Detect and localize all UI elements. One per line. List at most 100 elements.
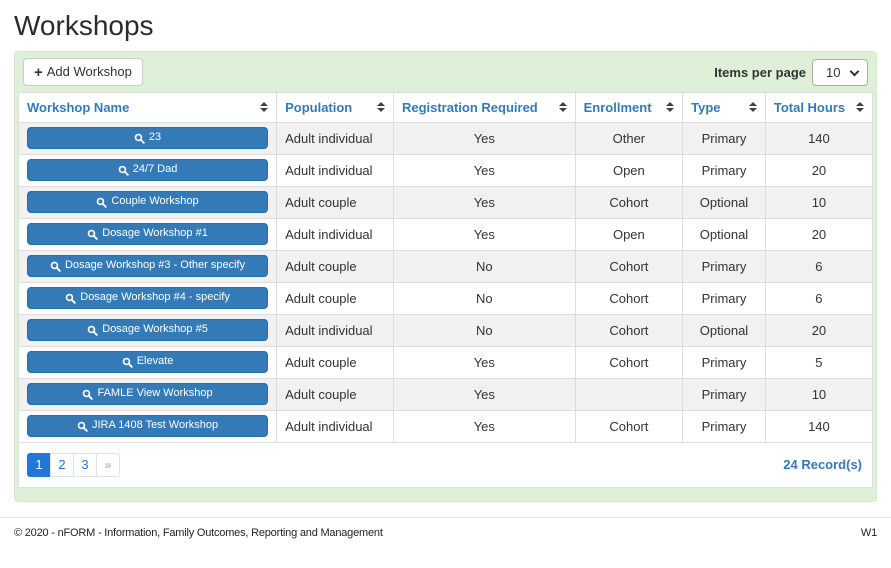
table-row: 23 Adult individual Yes Other Primary 14…: [19, 122, 872, 155]
workshop-open-button[interactable]: FAMLE View Workshop: [27, 383, 269, 406]
total-hours-cell: 20: [765, 218, 872, 251]
enrollment-cell: Cohort: [575, 186, 684, 219]
table-row: JIRA 1408 Test Workshop Adult individual…: [19, 410, 872, 443]
workshop-name-cell: Dosage Workshop #1: [19, 218, 278, 251]
registration-required-cell: Yes: [393, 346, 576, 379]
workshop-name-label: FAMLE View Workshop: [97, 387, 213, 400]
items-per-page-group: Items per page 10: [714, 58, 868, 86]
table-row: Dosage Workshop #1 Adult individual Yes …: [19, 218, 872, 251]
total-hours-cell: 20: [765, 154, 872, 187]
workshop-name-label: Dosage Workshop #5: [102, 323, 208, 336]
copyright-text: © 2020 - nFORM - Information, Family Out…: [14, 526, 383, 539]
workshop-open-button[interactable]: 23: [27, 127, 269, 150]
chevron-down-icon: [849, 66, 860, 77]
registration-required-cell: Yes: [393, 378, 576, 411]
page-footer: © 2020 - nFORM - Information, Family Out…: [0, 516, 891, 539]
pagination-next-button[interactable]: »: [96, 452, 120, 477]
pagination-page-button[interactable]: 3: [73, 452, 97, 477]
total-hours-cell: 140: [765, 410, 872, 443]
add-workshop-label: Add Workshop: [46, 64, 132, 79]
population-cell: Adult couple: [276, 378, 394, 411]
total-hours-cell: 20: [765, 314, 872, 347]
type-cell: Primary: [682, 410, 766, 443]
workshop-name-label: Dosage Workshop #3 - Other specify: [64, 259, 246, 272]
table-row: Elevate Adult couple Yes Cohort Primary …: [19, 346, 872, 379]
search-icon: [134, 133, 145, 144]
panel-toolbar: + Add Workshop Items per page 10: [18, 52, 873, 92]
workshop-name-label: 24/7 Dad: [132, 163, 178, 176]
pagination: 1 2 3»: [27, 452, 120, 477]
sort-up-down-icon: [376, 102, 385, 113]
enrollment-cell: Cohort: [575, 250, 684, 283]
enrollment-cell: Cohort: [575, 410, 684, 443]
workshops-panel: + Add Workshop Items per page 10 Worksho…: [14, 51, 877, 502]
workshop-open-button[interactable]: 24/7 Dad: [27, 159, 269, 182]
type-cell: Primary: [682, 378, 766, 411]
workshop-name-label: Dosage Workshop #1: [102, 227, 208, 240]
enrollment-cell: Cohort: [575, 346, 684, 379]
workshop-name-cell: Couple Workshop: [19, 186, 278, 219]
workshop-name-label: JIRA 1408 Test Workshop: [91, 419, 219, 432]
type-cell: Primary: [682, 250, 766, 283]
column-header-workshop-name[interactable]: Workshop Name: [19, 93, 278, 123]
table-row: Dosage Workshop #3 - Other specify Adult…: [19, 250, 872, 283]
total-hours-cell: 5: [765, 346, 872, 379]
registration-required-cell: Yes: [393, 218, 576, 251]
column-header-type[interactable]: Type: [682, 93, 766, 123]
enrollment-cell: Cohort: [575, 314, 684, 347]
population-cell: Adult couple: [276, 250, 394, 283]
population-cell: Adult couple: [276, 282, 394, 315]
workshop-name-cell: Dosage Workshop #5: [19, 314, 278, 347]
items-per-page-value: 10: [826, 64, 841, 80]
workshop-open-button[interactable]: Dosage Workshop #3 - Other specify: [27, 255, 269, 278]
workshop-open-button[interactable]: Elevate: [27, 351, 269, 374]
column-label: Total Hours: [773, 99, 846, 115]
search-icon: [96, 197, 108, 208]
workshop-open-button[interactable]: Dosage Workshop #5: [27, 319, 269, 342]
population-cell: Adult individual: [276, 154, 394, 187]
workshop-name-cell: FAMLE View Workshop: [19, 378, 278, 411]
table-row: Couple Workshop Adult couple Yes Cohort …: [19, 186, 872, 219]
column-label: Registration Required: [401, 99, 538, 115]
population-cell: Adult couple: [276, 346, 394, 379]
sort-up-down-icon: [856, 102, 864, 113]
search-icon: [87, 229, 98, 240]
workshop-open-button[interactable]: Dosage Workshop #4 - specify: [27, 287, 269, 310]
enrollment-cell: Open: [575, 218, 684, 251]
search-icon: [65, 293, 76, 304]
population-cell: Adult individual: [276, 218, 394, 251]
enrollment-cell: Other: [575, 122, 684, 155]
registration-required-cell: Yes: [393, 122, 576, 155]
type-cell: Primary: [682, 154, 766, 187]
workshop-open-button[interactable]: Dosage Workshop #1: [27, 223, 269, 246]
population-cell: Adult individual: [276, 314, 394, 347]
registration-required-cell: Yes: [393, 154, 576, 187]
sort-up-down-icon: [666, 102, 675, 113]
pagination-page-button[interactable]: 2: [50, 452, 74, 477]
items-per-page-select[interactable]: 10: [812, 58, 868, 86]
search-icon: [87, 325, 98, 336]
items-per-page-label: Items per page: [714, 64, 806, 80]
population-cell: Adult individual: [276, 122, 394, 155]
registration-required-cell: No: [393, 314, 576, 347]
sort-up-down-icon: [558, 102, 567, 113]
total-hours-cell: 6: [765, 250, 872, 283]
column-header-population[interactable]: Population: [276, 93, 394, 123]
column-label: Enrollment: [583, 99, 652, 115]
workshop-open-button[interactable]: JIRA 1408 Test Workshop: [27, 415, 269, 438]
workshop-name-cell: 24/7 Dad: [19, 154, 278, 187]
table-header-row: Workshop Name Population Registration Re…: [19, 93, 872, 123]
column-header-total-hours[interactable]: Total Hours: [765, 93, 872, 123]
search-icon: [77, 421, 88, 432]
enrollment-cell: Open: [575, 154, 684, 187]
add-workshop-button[interactable]: + Add Workshop: [23, 58, 143, 87]
column-header-enrollment[interactable]: Enrollment: [575, 93, 684, 123]
type-cell: Primary: [682, 346, 766, 379]
search-icon: [82, 389, 94, 400]
table-row: FAMLE View Workshop Adult couple Yes Pri…: [19, 378, 872, 411]
workshop-open-button[interactable]: Couple Workshop: [27, 191, 269, 214]
type-cell: Optional: [682, 314, 766, 347]
column-header-registration-required[interactable]: Registration Required: [393, 93, 576, 123]
pagination-page-button[interactable]: 1: [27, 452, 51, 477]
type-cell: Optional: [682, 218, 766, 251]
